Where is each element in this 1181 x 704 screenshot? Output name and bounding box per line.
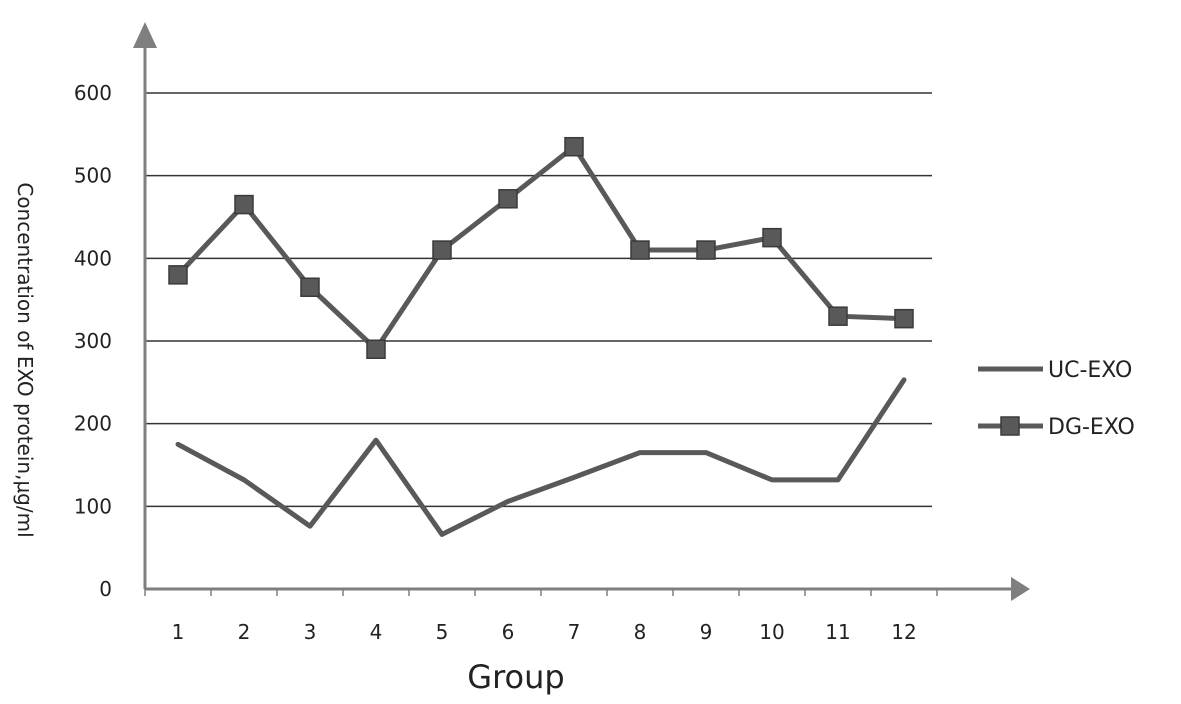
y-tick-label-200: 200: [74, 412, 112, 436]
legend-marker-DG-EXO: [1000, 416, 1020, 436]
data-point-DG-EXO-2: [234, 194, 254, 215]
data-point-DG-EXO-6: [498, 189, 518, 209]
x-tick-label-3: 3: [304, 620, 317, 644]
x-tick-label-11: 11: [825, 620, 850, 644]
legend-label-UC-EXO: UC-EXO: [1048, 358, 1132, 383]
data-point-DG-EXO-8: [630, 240, 650, 260]
data-point-DG-EXO-3: [300, 277, 320, 298]
x-tick-label-4: 4: [370, 620, 383, 644]
series-line-DG-EXO: [175, 144, 907, 352]
series-group: [168, 136, 914, 537]
x-tick-label-6: 6: [502, 620, 515, 644]
data-point-DG-EXO-12: [894, 308, 914, 329]
x-tick-label-10: 10: [759, 620, 784, 644]
axes: [133, 22, 1030, 601]
x-tick-label-9: 9: [700, 620, 713, 644]
x-tick-label-5: 5: [436, 620, 449, 644]
x-tick-label-1: 1: [172, 620, 185, 644]
data-point-DG-EXO-11: [828, 306, 848, 326]
y-tick-label-400: 400: [74, 246, 112, 270]
y-axis-title: Concentration of EXO protein,μg/ml: [13, 182, 37, 537]
x-tick-label-7: 7: [568, 620, 581, 644]
data-point-DG-EXO-10: [762, 227, 782, 248]
y-tick-label-600: 600: [74, 81, 112, 105]
legend: UC-EXO DG-EXO: [978, 358, 1135, 440]
data-point-DG-EXO-7: [564, 136, 584, 157]
y-tick-label-0: 0: [99, 577, 112, 601]
data-point-DG-EXO-5: [432, 240, 452, 260]
gridlines: [145, 92, 932, 508]
y-tick-label-500: 500: [74, 164, 112, 188]
x-axis-title: Group: [467, 658, 564, 696]
legend-label-DG-EXO: DG-EXO: [1048, 415, 1135, 440]
y-tick-label-100: 100: [74, 494, 112, 518]
data-point-DG-EXO-9: [696, 240, 716, 260]
series-line-UC-EXO: [175, 377, 907, 537]
x-axis-arrow: [1011, 577, 1030, 601]
y-axis-arrow: [133, 22, 157, 48]
y-tick-label-300: 300: [74, 329, 112, 353]
x-tick-label-8: 8: [634, 620, 647, 644]
x-tick-label-2: 2: [238, 620, 251, 644]
data-point-DG-EXO-4: [366, 339, 386, 360]
x-tick-label-12: 12: [891, 620, 916, 644]
data-point-DG-EXO-1: [168, 265, 188, 285]
